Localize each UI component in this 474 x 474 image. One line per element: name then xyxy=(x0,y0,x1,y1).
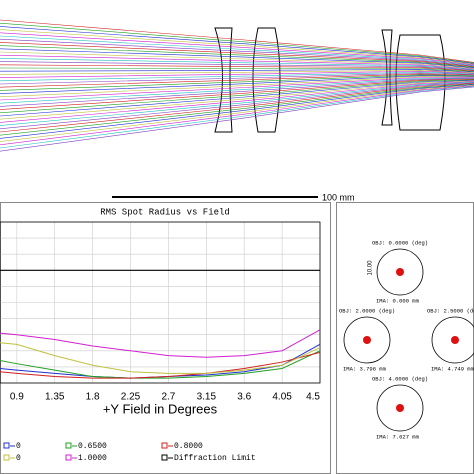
ray xyxy=(0,26,474,64)
ray xyxy=(0,45,474,68)
ray xyxy=(0,48,474,69)
ray xyxy=(0,77,474,101)
ray xyxy=(0,64,474,72)
legend-label: Diffraction Limit xyxy=(174,454,256,463)
ray xyxy=(0,83,474,136)
series-line xyxy=(0,350,321,379)
legend-label: 0 xyxy=(16,454,21,463)
ray xyxy=(0,51,474,69)
x-tick-label: 2.7 xyxy=(161,392,175,403)
plot-frame xyxy=(0,221,321,384)
airy-circle xyxy=(376,384,424,432)
legend-icon xyxy=(161,442,168,449)
x-axis-label: +Y Field in Degrees xyxy=(103,401,218,416)
ray xyxy=(0,81,474,126)
legend-icon xyxy=(3,442,10,449)
x-tick-label: 1.35 xyxy=(45,392,65,403)
spot-obj: OBJ: 2.5000 (deg) xyxy=(427,307,474,314)
ray xyxy=(0,77,474,104)
scale-label: 100 mm xyxy=(322,192,355,202)
x-tick-label: 1.8 xyxy=(86,392,100,403)
airy-circle xyxy=(376,248,424,296)
ray xyxy=(0,76,474,98)
ray xyxy=(0,80,474,117)
ray xyxy=(0,78,474,110)
ray xyxy=(0,82,474,130)
ray xyxy=(0,83,474,133)
spot-scale: 10.00 xyxy=(368,260,374,276)
ray xyxy=(0,84,474,142)
spot-ima: IMA: 0.000 mm xyxy=(376,297,420,304)
series-line xyxy=(0,329,321,358)
chart-title: RMS Spot Radius vs Field xyxy=(100,207,230,217)
ray xyxy=(0,69,474,73)
ray xyxy=(0,78,474,107)
ray xyxy=(0,19,474,63)
spot xyxy=(451,336,459,344)
ray xyxy=(0,85,474,146)
spot xyxy=(396,268,404,276)
x-tick-label: 0.9 xyxy=(10,392,24,403)
ray xyxy=(0,29,474,65)
x-tick-label: 3.6 xyxy=(237,392,251,403)
spot-ima: IMA: 4.749 mm xyxy=(431,365,474,372)
ray xyxy=(0,69,474,75)
ray xyxy=(0,71,474,82)
legend-icon xyxy=(161,454,168,461)
chart-panel xyxy=(0,202,331,474)
legend-icon xyxy=(65,454,72,461)
spot xyxy=(363,336,371,344)
spot-obj: OBJ: 0.0000 (deg) xyxy=(372,239,428,246)
legend-icon xyxy=(3,454,10,461)
ray xyxy=(0,32,474,66)
ray xyxy=(0,42,474,67)
x-tick-label: 3.15 xyxy=(197,392,217,403)
ray xyxy=(0,80,474,120)
spot-obj: OBJ: 4.0000 (deg) xyxy=(372,375,428,382)
ray xyxy=(0,35,474,66)
spot xyxy=(396,404,404,412)
ray xyxy=(0,86,474,149)
spot-ima: IMA: 7.627 mm xyxy=(376,433,420,440)
series-line xyxy=(0,342,321,374)
ray xyxy=(0,72,474,85)
x-tick-label: 2.25 xyxy=(121,392,141,403)
legend-label: 0 xyxy=(16,442,21,451)
ray xyxy=(0,81,474,123)
ray xyxy=(0,86,474,152)
legend-icon xyxy=(65,442,72,449)
ray xyxy=(0,84,474,139)
series-line xyxy=(0,351,321,379)
ray xyxy=(0,75,474,94)
ray xyxy=(0,79,474,114)
ray xyxy=(0,74,474,91)
spot-obj: OBJ: 2.0000 (deg) xyxy=(339,307,395,314)
ray xyxy=(0,70,474,78)
ray xyxy=(0,61,474,71)
ray xyxy=(0,54,474,70)
airy-circle xyxy=(431,316,474,364)
optical-layout xyxy=(0,19,474,152)
ray xyxy=(0,38,474,67)
legend-label: 0.8000 xyxy=(174,442,203,451)
x-tick-label: 4.5 xyxy=(306,392,320,403)
legend-label: 1.0000 xyxy=(78,454,107,463)
spot-ima: IMA: 3.796 mm xyxy=(343,365,387,372)
airy-circle xyxy=(343,316,391,364)
ray xyxy=(0,58,474,70)
ray xyxy=(0,73,474,88)
legend-label: 0.6500 xyxy=(78,442,107,451)
ray xyxy=(0,22,474,64)
ray xyxy=(0,67,474,72)
x-tick-label: 4.05 xyxy=(272,392,292,403)
